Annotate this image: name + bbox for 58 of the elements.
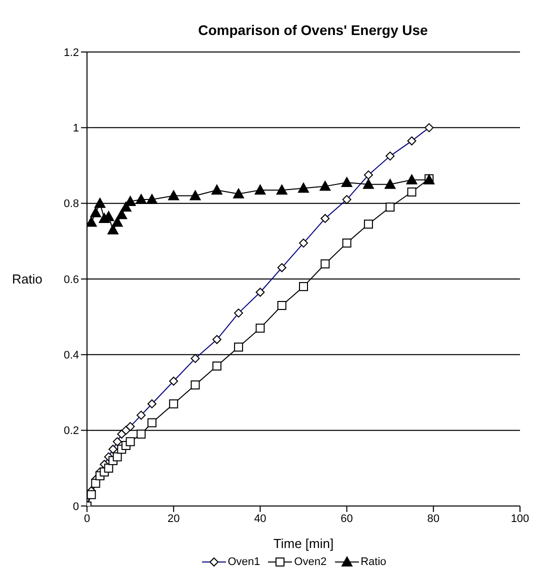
point (233, 188, 244, 198)
point (211, 184, 222, 195)
point (234, 342, 244, 352)
point (190, 380, 200, 390)
y-tick-label: 0 (72, 500, 79, 513)
legend-label: Ratio (360, 556, 386, 568)
point (104, 464, 114, 473)
point (276, 184, 288, 195)
point (384, 178, 396, 189)
point (256, 324, 265, 333)
point (87, 490, 96, 500)
point (190, 190, 201, 200)
point (298, 182, 309, 193)
y-tick-label: 0.4 (64, 350, 79, 362)
point (407, 187, 416, 196)
point (169, 399, 178, 408)
point (320, 259, 330, 268)
point (112, 216, 123, 227)
x-tick-label: 100 (510, 512, 530, 525)
y-tick-label: 0.6 (64, 274, 79, 286)
point (87, 216, 97, 227)
x-tick-label: 40 (254, 512, 266, 525)
legend-label: Oven1 (228, 556, 260, 568)
x-tick-label: 20 (167, 512, 180, 525)
point (254, 184, 266, 195)
y-tick-label: 0.2 (64, 425, 79, 438)
chart-title: Comparison of Ovens' Energy Use (197, 21, 429, 40)
point (341, 177, 352, 188)
point (320, 180, 331, 191)
y-tick-label: 1 (72, 122, 79, 135)
point (90, 207, 102, 218)
point (126, 437, 135, 446)
point (146, 194, 158, 204)
x-tick-label: 0 (84, 512, 90, 525)
point (136, 194, 147, 204)
point (212, 362, 222, 371)
point (94, 198, 106, 208)
point (136, 430, 146, 439)
point (277, 300, 286, 310)
x-tick-label: 80 (427, 512, 440, 525)
point (107, 224, 118, 234)
point (342, 238, 352, 248)
y-axis-title: Ratio (12, 272, 42, 287)
point (299, 282, 308, 292)
point (362, 178, 374, 189)
point (364, 220, 373, 229)
y-tick-label: 1.2 (64, 46, 79, 59)
point (386, 202, 395, 212)
point (116, 209, 128, 220)
point (406, 174, 418, 184)
point (147, 418, 156, 428)
x-axis-title: Time [min] (273, 536, 334, 551)
point (91, 478, 100, 488)
point (168, 190, 180, 200)
point (112, 452, 122, 462)
legend-label: Oven2 (294, 556, 327, 568)
y-tick-label: 0.8 (64, 198, 79, 210)
x-tick-label: 60 (340, 512, 353, 525)
